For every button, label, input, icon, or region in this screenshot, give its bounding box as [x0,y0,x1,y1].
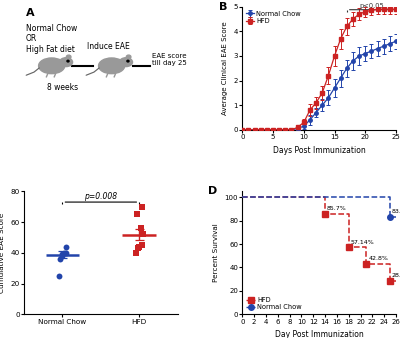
Text: 28.5%: 28.5% [391,273,400,278]
Point [133,250,140,256]
Y-axis label: Percent Survival: Percent Survival [213,223,219,282]
Point [134,245,141,251]
Y-axis label: Average Clinical EAE Score: Average Clinical EAE Score [222,22,228,115]
Text: 85.7%: 85.7% [327,206,346,211]
Ellipse shape [126,55,131,59]
Text: Normal Chow: Normal Chow [26,24,77,33]
Circle shape [127,60,129,62]
Text: B: B [219,2,228,12]
Point [136,244,142,249]
Point [57,256,63,262]
Legend: Normal Chow, HFD: Normal Chow, HFD [246,10,302,25]
Point [58,253,65,259]
Ellipse shape [60,58,72,67]
Text: 8 weeks: 8 weeks [47,83,78,92]
X-axis label: Day Post Immunization: Day Post Immunization [275,330,364,338]
Ellipse shape [39,58,65,74]
Legend: HFD, Normal Chow: HFD, Normal Chow [246,296,302,311]
Text: High Fat diet: High Fat diet [26,45,74,54]
Y-axis label: Cumulative EAE Score: Cumulative EAE Score [0,213,5,293]
Point [138,242,145,248]
Text: 42.8%: 42.8% [368,257,388,261]
Text: EAE score
till day 25: EAE score till day 25 [152,53,186,66]
Point [139,204,146,210]
Ellipse shape [120,58,132,67]
Text: OR: OR [26,34,37,44]
Text: Induce EAE: Induce EAE [87,42,130,51]
Point [62,250,69,256]
Point [138,225,144,231]
Text: D: D [208,186,218,196]
Circle shape [67,60,69,62]
Point [59,252,66,257]
Point [140,232,146,237]
Text: 57.14%: 57.14% [350,240,374,245]
Point [134,212,140,217]
Text: p<0.05: p<0.05 [359,3,384,9]
X-axis label: Days Post Immunization: Days Post Immunization [273,146,366,154]
Point [61,250,67,256]
Point [56,273,62,279]
Point [63,244,70,249]
Ellipse shape [66,55,71,59]
Text: p=0.008: p=0.008 [84,192,118,200]
Text: A: A [26,8,34,18]
Text: 83.3%: 83.3% [391,209,400,214]
Ellipse shape [98,58,125,74]
